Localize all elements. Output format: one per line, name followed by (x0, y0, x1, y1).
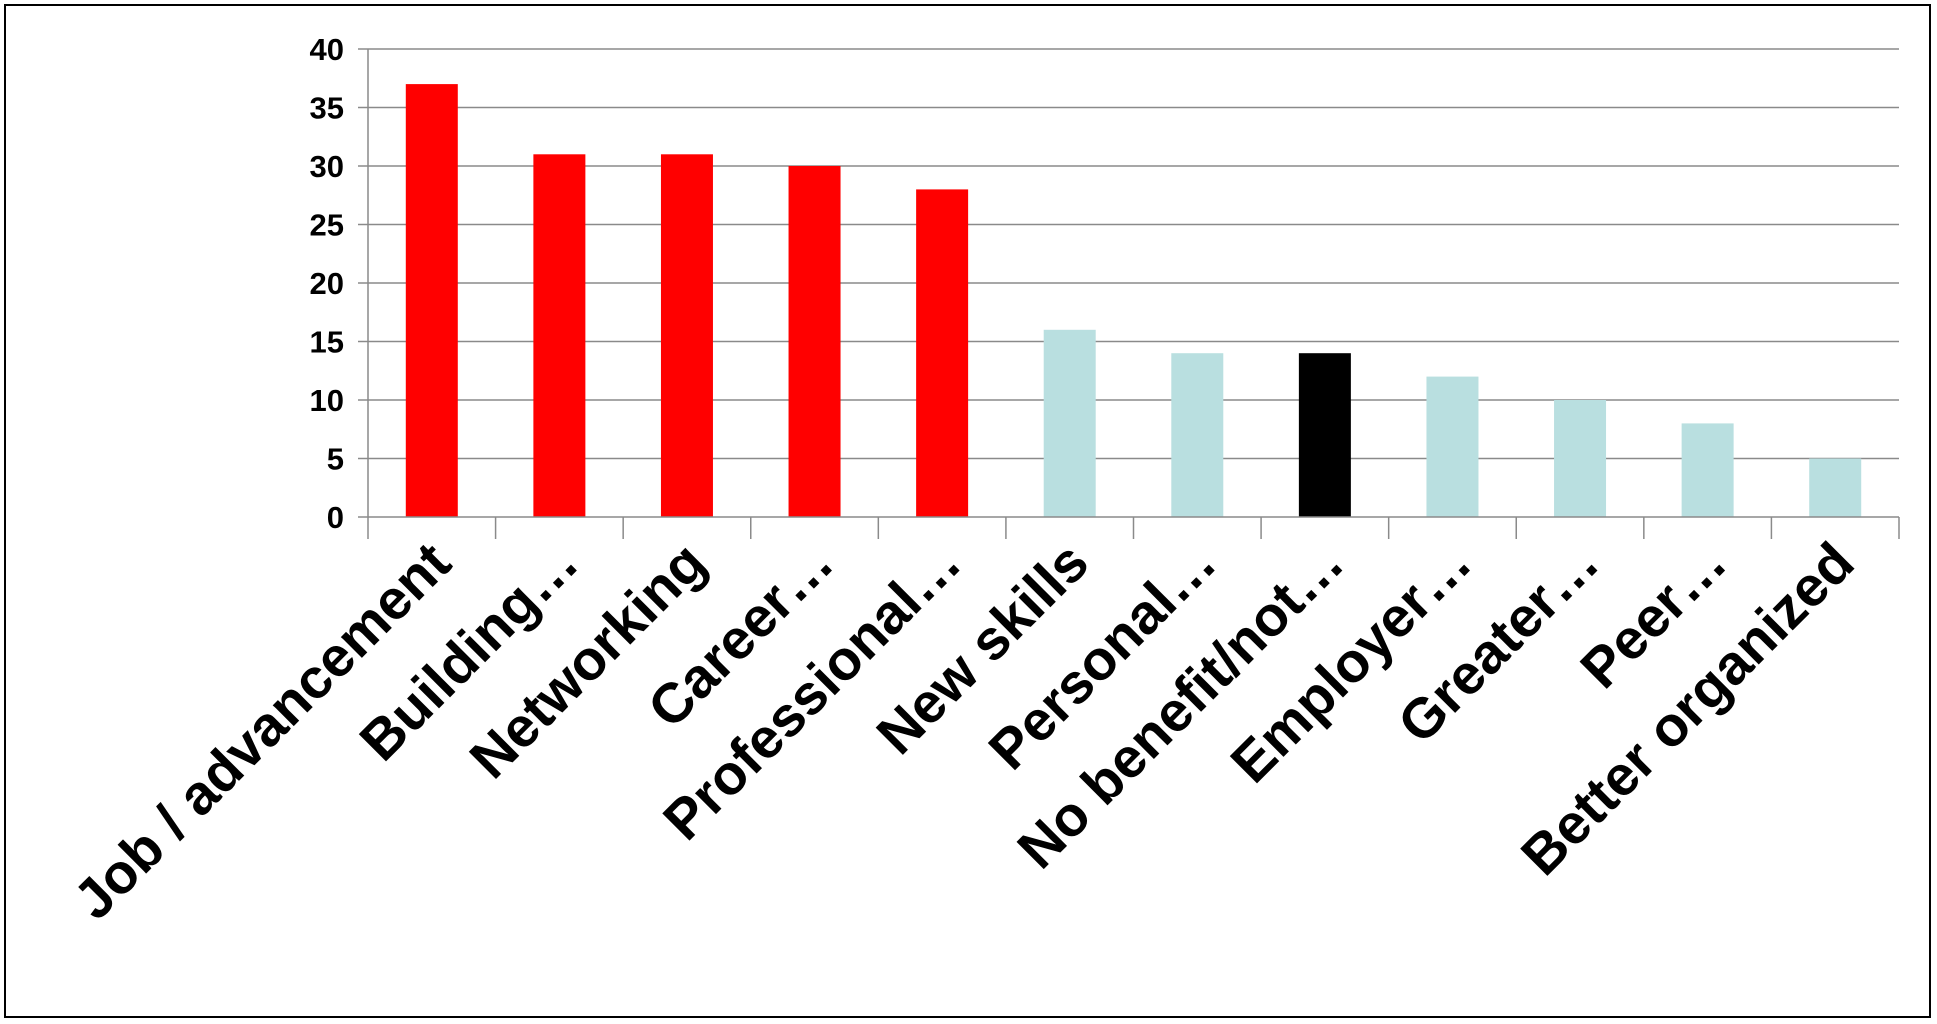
bar (405, 84, 458, 517)
bar (533, 154, 586, 518)
bars (405, 84, 1862, 518)
chart-frame: 0 5 10 15 20 25 30 35 40 Job / advancement Buildin… (4, 4, 1931, 1018)
bar (1426, 376, 1479, 517)
gridlines (368, 48, 1899, 460)
y-tick-label: 20 (310, 266, 344, 301)
bar (1298, 353, 1351, 517)
y-tick-label: 10 (310, 383, 344, 418)
bar (916, 189, 969, 517)
bar (1681, 423, 1734, 517)
y-tick-label: 30 (310, 149, 344, 184)
bar (1043, 329, 1096, 517)
bar (660, 154, 713, 518)
axes (358, 48, 1900, 539)
y-tick-label: 15 (310, 325, 344, 360)
bar (788, 166, 841, 517)
y-tick-label: 40 (310, 32, 344, 67)
bar (1554, 400, 1607, 517)
y-tick-label: 5 (327, 442, 344, 477)
bar (1171, 353, 1224, 517)
y-tick-label: 0 (327, 500, 344, 535)
bar (1809, 458, 1862, 517)
y-tick-label: 25 (310, 208, 344, 243)
y-tick-label: 35 (310, 91, 344, 126)
